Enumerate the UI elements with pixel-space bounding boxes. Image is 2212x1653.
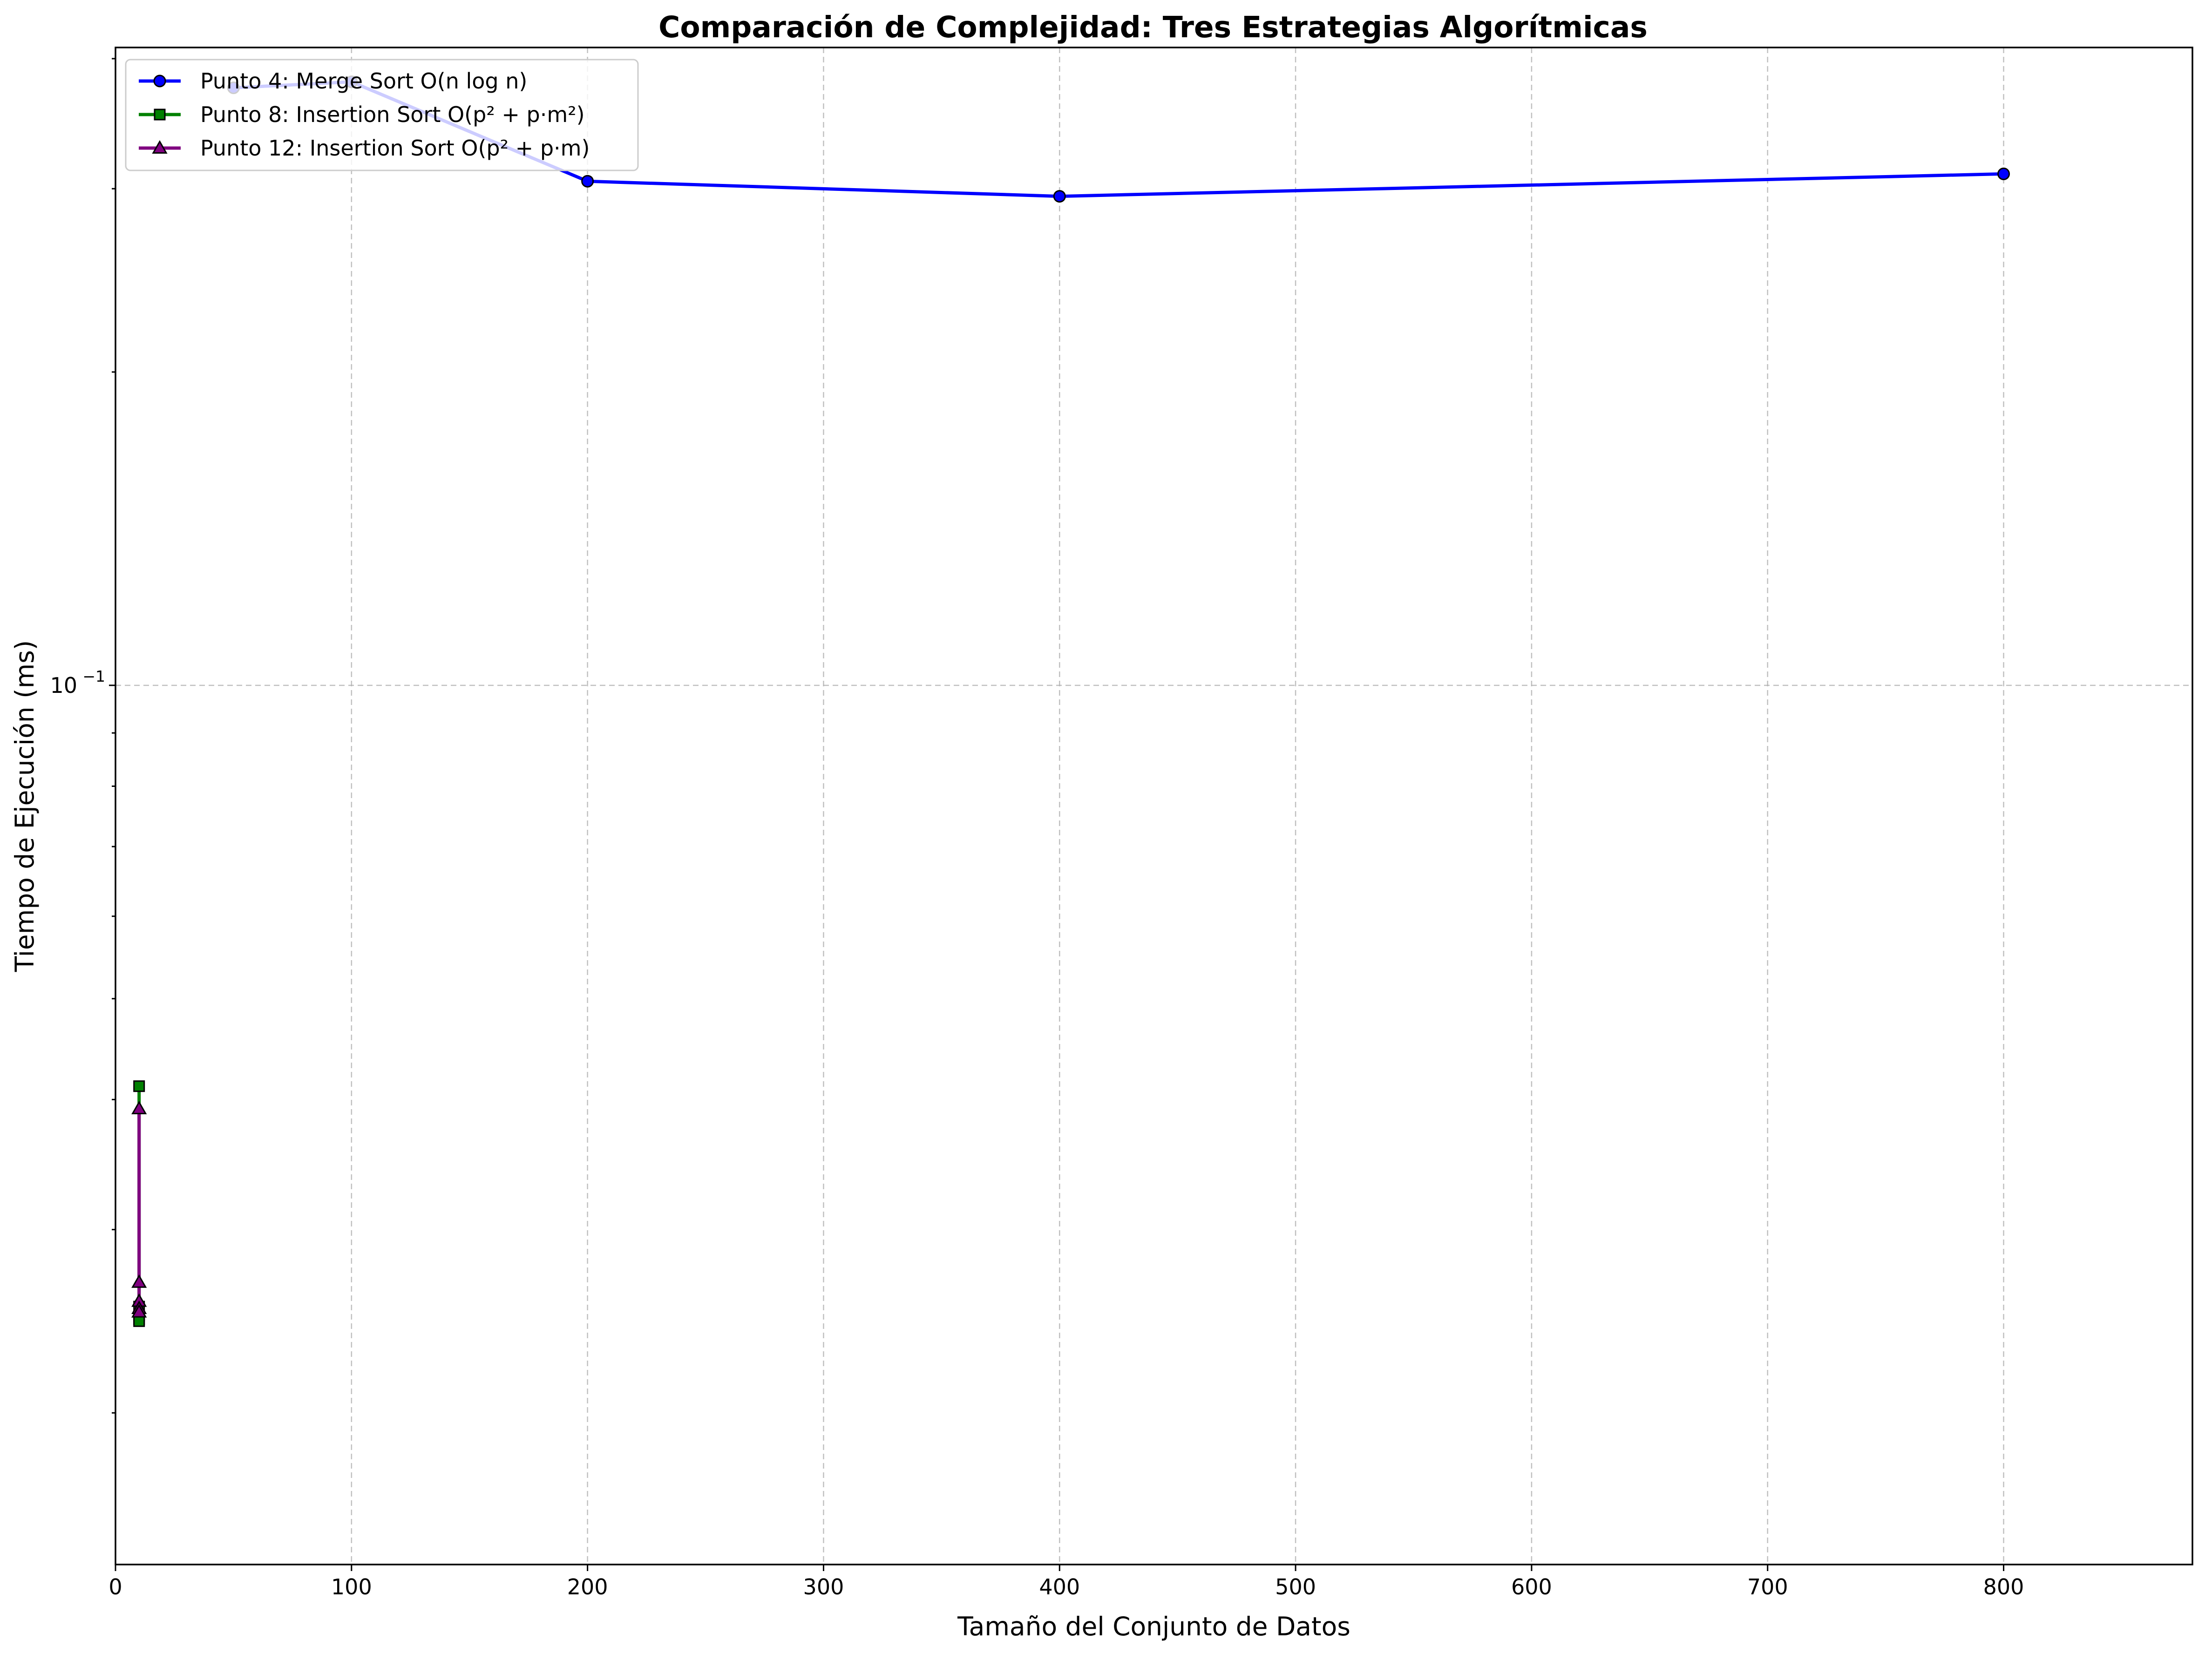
legend-marker — [152, 140, 168, 154]
y-tick-label-exponent: −1 — [82, 667, 105, 685]
y-axis-label: Tiempo de Ejecución (ms) — [10, 640, 40, 973]
x-tick-label: 700 — [1747, 1574, 1788, 1599]
x-tick-label: 100 — [331, 1574, 372, 1599]
data-point — [133, 1080, 145, 1092]
y-tick-label-base: 10 — [50, 673, 77, 698]
x-tick-label: 500 — [1275, 1574, 1316, 1599]
x-tick-label: 200 — [567, 1574, 608, 1599]
y-tick-label: 10 — [50, 673, 77, 698]
legend-marker — [153, 75, 166, 88]
x-tick-label: 300 — [803, 1574, 844, 1599]
data-point — [1997, 167, 2010, 180]
legend-label: Punto 12: Insertion Sort O(p² + p·m) — [200, 135, 590, 161]
x-axis-label: Tamaño del Conjunto de Datos — [957, 1612, 1350, 1641]
data-point — [1053, 190, 1066, 203]
x-tick-label: 800 — [1983, 1574, 2024, 1599]
data-point — [131, 1304, 147, 1318]
data-point — [581, 175, 594, 188]
legend-item: Punto 8: Insertion Sort O(p² + p·m²) — [139, 102, 585, 127]
data-point — [131, 1100, 147, 1115]
legend-item: Punto 12: Insertion Sort O(p² + p·m) — [139, 135, 590, 161]
x-tick-label: 0 — [109, 1574, 122, 1599]
data-point — [131, 1274, 147, 1288]
chart-title: Comparación de Complejidad: Tres Estrate… — [658, 10, 1648, 44]
legend-box — [125, 59, 639, 171]
legend: Punto 4: Merge Sort O(n log n) Punto 8: I… — [125, 59, 639, 171]
x-tick-label: 400 — [1039, 1574, 1080, 1599]
series-3 — [131, 1100, 147, 1318]
tick-layer: 0 100 200 300 400 500 600 700 800 10 −1 — [50, 58, 2024, 1599]
grid-layer — [115, 47, 2192, 1565]
plot-frame — [115, 47, 2193, 1565]
legend-marker — [154, 108, 166, 121]
legend-label: Punto 4: Merge Sort O(n log n) — [200, 68, 527, 94]
x-tick-label: 600 — [1511, 1574, 1552, 1599]
legend-label: Punto 8: Insertion Sort O(p² + p·m²) — [200, 102, 585, 127]
legend-item: Punto 4: Merge Sort O(n log n) — [139, 68, 527, 94]
